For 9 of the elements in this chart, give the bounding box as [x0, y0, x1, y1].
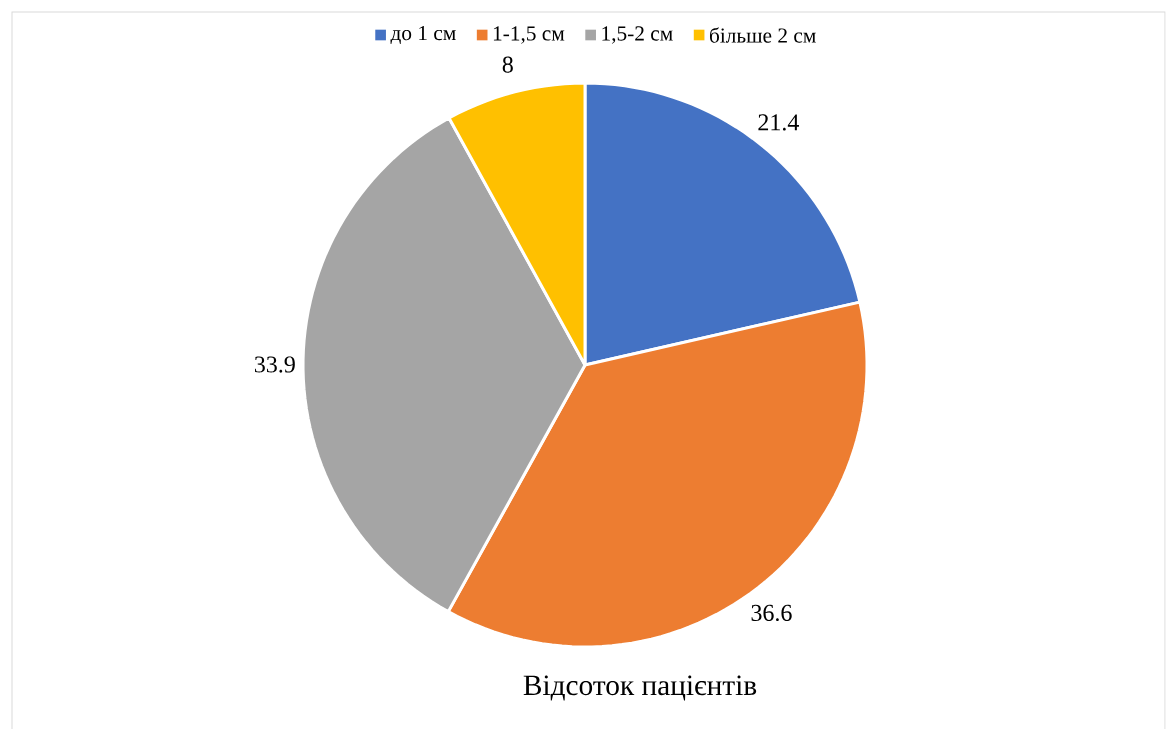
text: Відсоток пацієнтів — [523, 675, 757, 701]
legend-label: більше 2 см — [709, 27, 816, 43]
legend-label: до 1 см — [390, 25, 456, 45]
legend-label: 1,5-2 см — [602, 26, 673, 44]
data-label: 21.4 — [758, 114, 799, 131]
data-label: 33.9 — [254, 356, 295, 373]
data-label: 8 — [502, 56, 513, 73]
data-label: 36.6 — [751, 604, 792, 622]
legend-label: 1-1,5 см — [493, 26, 565, 44]
